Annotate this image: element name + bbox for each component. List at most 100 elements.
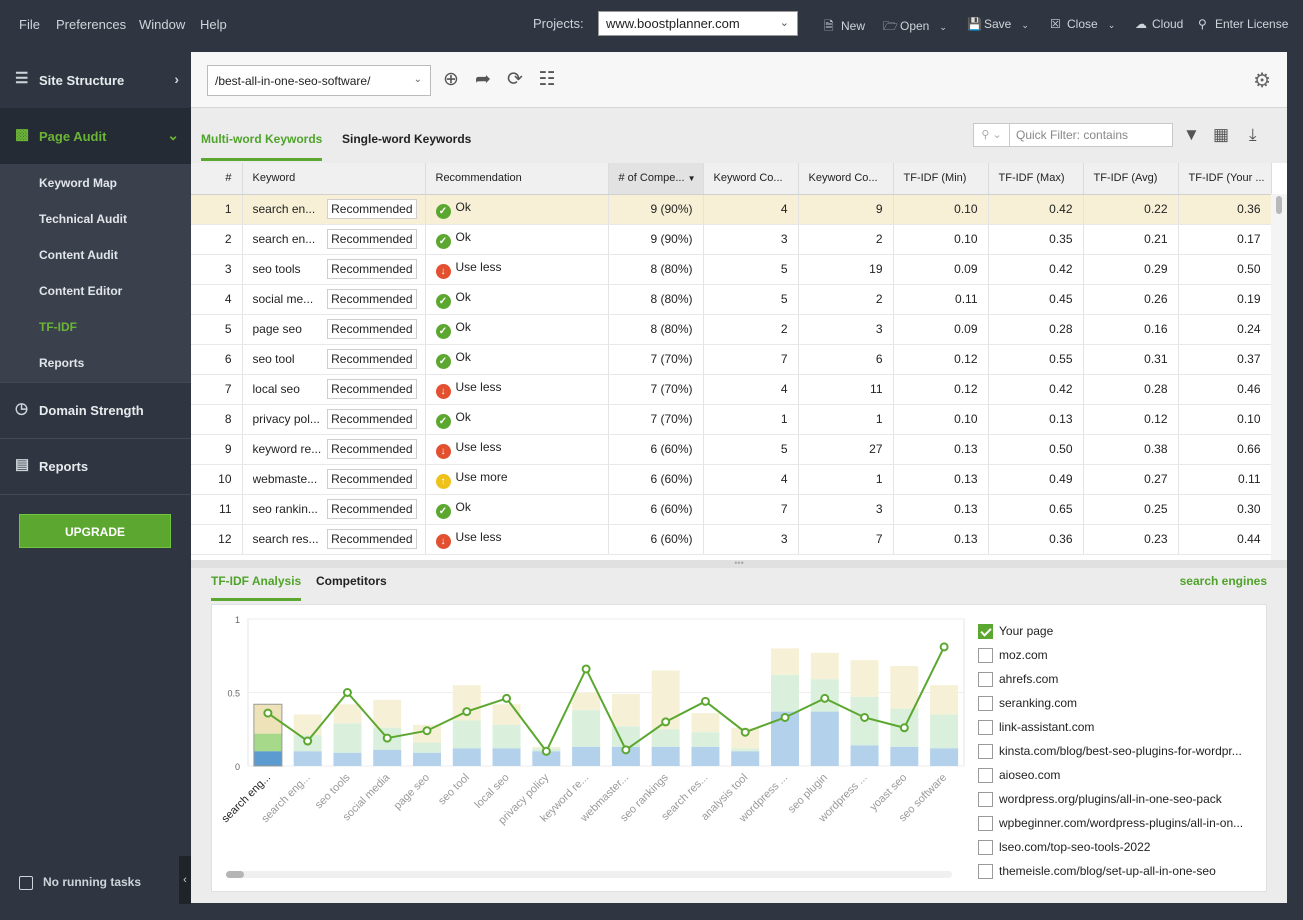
your-page-point[interactable]: [303, 736, 313, 746]
enter-license-button[interactable]: ⚲ Enter License: [1198, 17, 1288, 31]
filter-icon[interactable]: ▼: [1183, 125, 1200, 144]
table-row[interactable]: 4 social me... Recommended ✓ Ok 8 (80%) 5 2 0.11…: [191, 284, 1272, 315]
table-scrollbar[interactable]: [1271, 194, 1287, 560]
your-page-point[interactable]: [502, 693, 512, 703]
cloud-button[interactable]: ☁ Cloud: [1135, 17, 1183, 31]
recommended-badge[interactable]: Recommended: [327, 529, 417, 549]
bar-max[interactable]: [691, 713, 720, 733]
column-header-keyword[interactable]: Keyword: [242, 163, 426, 195]
your-page-point[interactable]: [422, 726, 432, 736]
table-row[interactable]: 3 seo tools Recommended ↓ Use less 8 (80%) 5 19…: [191, 254, 1272, 285]
bar-min[interactable]: [850, 745, 879, 766]
selected-keyword-link[interactable]: search engines: [1179, 574, 1267, 588]
sidebar-item-page-audit[interactable]: ▩ Page Audit ⌄: [0, 108, 191, 164]
your-page-point[interactable]: [700, 696, 710, 706]
your-page-point[interactable]: [740, 727, 750, 737]
bar-avg[interactable]: [651, 729, 680, 747]
table-row[interactable]: 12 search res... Recommended ↓ Use less 6 (60…: [191, 524, 1272, 555]
bar-min[interactable]: [651, 746, 680, 766]
legend-item[interactable]: moz.com: [978, 643, 1262, 667]
your-page-point[interactable]: [899, 723, 909, 733]
recommended-badge[interactable]: Recommended: [327, 349, 417, 369]
bar-avg[interactable]: [253, 733, 282, 752]
legend-checkbox[interactable]: [978, 767, 993, 783]
sidebar-item-reports-sub[interactable]: Reports: [39, 356, 85, 370]
sidebar-item-site-structure[interactable]: ☰ Site Structure ›: [0, 52, 191, 108]
bar-max[interactable]: [890, 666, 919, 709]
bar-avg[interactable]: [691, 732, 720, 747]
collapse-panel-button[interactable]: ‹: [179, 856, 191, 904]
new-button[interactable]: 🗎 New: [824, 17, 865, 38]
bar-max[interactable]: [293, 714, 322, 736]
legend-item[interactable]: wordpress.org/plugins/all-in-one-seo-pac…: [978, 787, 1262, 811]
bar-max[interactable]: [572, 692, 601, 711]
bar-min[interactable]: [293, 751, 322, 766]
recommended-badge[interactable]: Recommended: [327, 259, 417, 279]
recommended-badge[interactable]: Recommended: [327, 379, 417, 399]
your-page-point[interactable]: [462, 707, 472, 717]
your-page-point[interactable]: [263, 708, 273, 718]
menu-preferences[interactable]: Preferences: [56, 17, 127, 32]
sidebar-item-reports[interactable]: ▤ Reports: [0, 438, 191, 494]
bar-max[interactable]: [611, 693, 640, 727]
column-header-tfidf-min[interactable]: TF-IDF (Min): [893, 163, 989, 195]
your-page-point[interactable]: [939, 642, 949, 652]
refresh-icon[interactable]: ⟳: [507, 69, 523, 90]
bar-max[interactable]: [810, 652, 839, 680]
chevron-down-icon[interactable]: ⌄: [939, 22, 947, 32]
table-row[interactable]: 6 seo tool Recommended ✓ Ok 7 (70%) 7 6 0.12 0.55…: [191, 344, 1272, 375]
bar-avg[interactable]: [731, 748, 760, 752]
bar-min[interactable]: [373, 749, 402, 766]
column-header-tfidf-your[interactable]: TF-IDF (Your ...: [1178, 163, 1272, 195]
save-button[interactable]: 💾 Save ⌄: [967, 17, 1029, 31]
sidebar-item-content-editor[interactable]: Content Editor: [39, 284, 123, 298]
your-page-point[interactable]: [342, 688, 352, 697]
bar-min[interactable]: [890, 746, 919, 766]
legend-item[interactable]: Your page: [978, 619, 1262, 643]
bar-avg[interactable]: [492, 724, 521, 749]
bar-min[interactable]: [253, 751, 282, 766]
scrollbar-thumb[interactable]: [226, 871, 244, 878]
column-header-keyword-count-2[interactable]: Keyword Co...: [798, 163, 894, 195]
bar-avg[interactable]: [611, 726, 640, 747]
legend-checkbox[interactable]: [978, 743, 993, 759]
legend-item[interactable]: themeisle.com/blog/set-up-all-in-one-seo: [978, 859, 1262, 883]
bar-min[interactable]: [691, 746, 720, 766]
legend-checkbox[interactable]: [978, 719, 993, 735]
legend-checkbox[interactable]: [978, 839, 993, 855]
menu-file[interactable]: File: [19, 17, 40, 32]
bar-min[interactable]: [572, 746, 601, 766]
legend-checkbox[interactable]: [978, 623, 993, 639]
column-header-index[interactable]: #: [191, 163, 243, 195]
legend-checkbox[interactable]: [978, 791, 993, 807]
grid-view-icon[interactable]: ▦: [1213, 125, 1230, 144]
bar-avg[interactable]: [930, 714, 959, 749]
recommended-badge[interactable]: Recommended: [327, 409, 417, 429]
legend-item[interactable]: kinsta.com/blog/best-seo-plugins-for-wor…: [978, 739, 1262, 763]
your-page-point[interactable]: [780, 712, 790, 722]
sidebar-item-domain-strength[interactable]: ◷ Domain Strength: [0, 382, 191, 438]
bar-avg[interactable]: [333, 723, 362, 753]
running-tasks-status[interactable]: No running tasks: [19, 875, 141, 890]
legend-item[interactable]: seranking.com: [978, 691, 1262, 715]
table-row[interactable]: 9 keyword re... Recommended ↓ Use less 6 (60%…: [191, 434, 1272, 465]
scrollbar-thumb[interactable]: [1276, 196, 1282, 214]
recommended-badge[interactable]: Recommended: [327, 229, 417, 249]
quick-filter-input[interactable]: [1016, 127, 1168, 143]
bar-min[interactable]: [611, 746, 640, 766]
table-row[interactable]: 2 search en... Recommended ✓ Ok 9 (90%) 3 2 0.10…: [191, 224, 1272, 255]
legend-item[interactable]: aioseo.com: [978, 763, 1262, 787]
sidebar-item-technical-audit[interactable]: Technical Audit: [39, 212, 128, 226]
bar-min[interactable]: [413, 752, 441, 766]
bar-min[interactable]: [930, 748, 959, 766]
gear-icon[interactable]: ⚙: [1253, 70, 1271, 92]
search-icon[interactable]: ⚲ ⌄: [974, 124, 1010, 146]
chart-scrollbar[interactable]: [226, 871, 952, 878]
recommended-badge[interactable]: Recommended: [327, 289, 417, 309]
bar-max[interactable]: [930, 685, 959, 715]
download-icon[interactable]: ⤓: [1249, 125, 1257, 144]
legend-checkbox[interactable]: [978, 671, 993, 687]
chevron-down-icon[interactable]: ⌄: [1021, 20, 1029, 30]
legend-item[interactable]: link-assistant.com: [978, 715, 1262, 739]
chevron-down-icon[interactable]: ⌄: [1107, 20, 1116, 30]
